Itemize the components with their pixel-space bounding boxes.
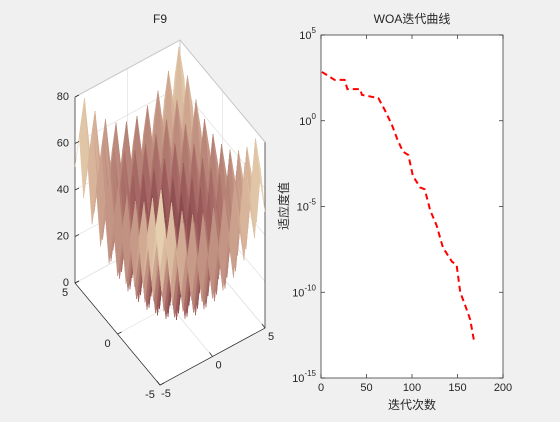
surface-patch — [155, 189, 166, 269]
y-tick — [159, 382, 165, 386]
y-tick — [117, 331, 122, 335]
x-tick-label: 200 — [494, 382, 512, 394]
y-tick-label: 10-5 — [297, 198, 317, 214]
y-tick-label: 10-15 — [292, 369, 316, 385]
x-axis-label: 迭代次数 — [388, 397, 436, 412]
z-tick-label: 80 — [57, 91, 69, 103]
y-tick-label: -5 — [145, 389, 155, 401]
z-tick-label: 0 — [63, 277, 69, 289]
x-tick — [156, 380, 161, 386]
z-tick-label: 60 — [57, 137, 69, 149]
x-tick-label: 0 — [318, 382, 324, 394]
x-tick-label: 5 — [268, 331, 274, 343]
z-tick — [74, 234, 80, 237]
y-tick-label: 10-10 — [292, 283, 316, 299]
y-tick-label: 5 — [62, 287, 68, 299]
y-tick-label: 100 — [299, 112, 316, 128]
x-tick-label: 100 — [403, 382, 421, 394]
y-tick — [74, 280, 80, 284]
y-tick-label: 105 — [299, 26, 316, 42]
y-axis-label: 适应度值 — [276, 182, 291, 230]
z-tick-label: 40 — [57, 184, 69, 196]
y-tick-label: 0 — [104, 338, 110, 350]
x-tick-label: 0 — [215, 359, 221, 371]
z-tick — [74, 187, 80, 191]
z-tick-label: 20 — [57, 230, 69, 242]
plot-area — [321, 35, 503, 378]
x-tick-label: 150 — [448, 382, 466, 394]
chart-title: WOA迭代曲线 — [374, 12, 451, 26]
x-tick-label: -5 — [161, 388, 171, 400]
z-tick — [74, 94, 80, 98]
x-tick — [209, 352, 213, 357]
data-line — [321, 71, 475, 341]
surface — [74, 46, 266, 320]
chart-title: F9 — [153, 12, 167, 26]
x-tick-label: 50 — [360, 382, 372, 394]
z-tick — [74, 141, 80, 144]
x-tick — [261, 323, 266, 329]
